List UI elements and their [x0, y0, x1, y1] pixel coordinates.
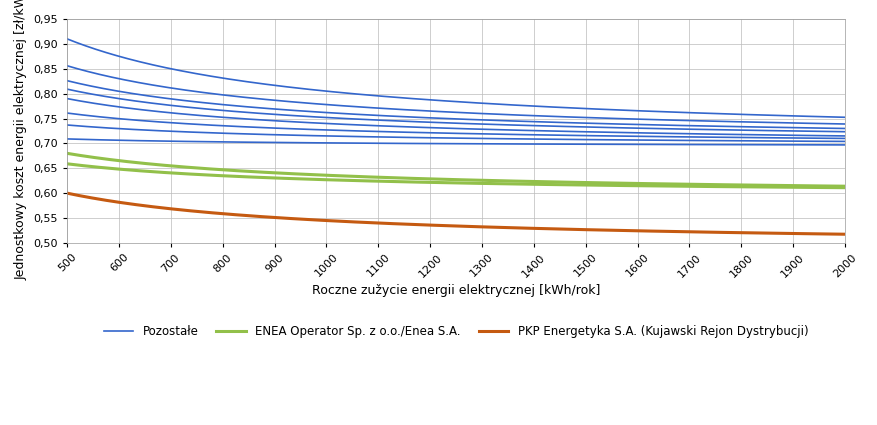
PKP Energetyka S.A. (Kujawski Rejon Dystrybucji) — [262, 215, 273, 220]
ENEA Operator Sp. z o.o./Enea S.A. — [839, 184, 850, 189]
Line: PKP Energetyka S.A. (Kujawski Rejon Dystrybucji): PKP Energetyka S.A. (Kujawski Rejon Dyst… — [68, 193, 845, 234]
ENEA Operator Sp. z o.o./Enea S.A. — [200, 166, 210, 171]
X-axis label: Roczne zužycie energii elektrycznej [kWh/rok]: Roczne zužycie energii elektrycznej [kWh… — [312, 284, 600, 297]
ENEA Operator Sp. z o.o./Enea S.A. — [262, 170, 273, 175]
Pozostałe — [262, 82, 273, 87]
PKP Energetyka S.A. (Kujawski Rejon Dystrybucji) — [62, 191, 73, 196]
ENEA Operator Sp. z o.o./Enea S.A. — [581, 180, 592, 185]
Legend: Pozostałe, ENEA Operator Sp. z o.o./Enea S.A., PKP Energetyka S.A. (Kujawski Rej: Pozostałe, ENEA Operator Sp. z o.o./Enea… — [99, 320, 813, 343]
Line: Pozostałe: Pozostałe — [68, 39, 845, 117]
PKP Energetyka S.A. (Kujawski Rejon Dystrybucji) — [414, 222, 424, 227]
Pozostałe — [839, 115, 850, 120]
PKP Energetyka S.A. (Kujawski Rejon Dystrybucji) — [200, 210, 210, 215]
PKP Energetyka S.A. (Kujawski Rejon Dystrybucji) — [839, 232, 850, 237]
Pozostałe — [200, 73, 210, 78]
PKP Energetyka S.A. (Kujawski Rejon Dystrybucji) — [647, 229, 658, 234]
Pozostałe — [62, 37, 73, 42]
Pozostałe — [647, 109, 658, 114]
Line: ENEA Operator Sp. z o.o./Enea S.A.: ENEA Operator Sp. z o.o./Enea S.A. — [68, 153, 845, 186]
Pozostałe — [581, 106, 592, 111]
Y-axis label: Jednostkowy koszt energii elektrycznej [zł/kWh]: Jednostkowy koszt energii elektrycznej [… — [15, 0, 28, 280]
Pozostałe — [414, 96, 424, 102]
PKP Energetyka S.A. (Kujawski Rejon Dystrybucji) — [520, 226, 531, 231]
Pozostałe — [520, 103, 531, 108]
PKP Energetyka S.A. (Kujawski Rejon Dystrybucji) — [581, 227, 592, 232]
ENEA Operator Sp. z o.o./Enea S.A. — [62, 151, 73, 156]
ENEA Operator Sp. z o.o./Enea S.A. — [647, 181, 658, 186]
ENEA Operator Sp. z o.o./Enea S.A. — [414, 176, 424, 181]
ENEA Operator Sp. z o.o./Enea S.A. — [520, 179, 531, 184]
